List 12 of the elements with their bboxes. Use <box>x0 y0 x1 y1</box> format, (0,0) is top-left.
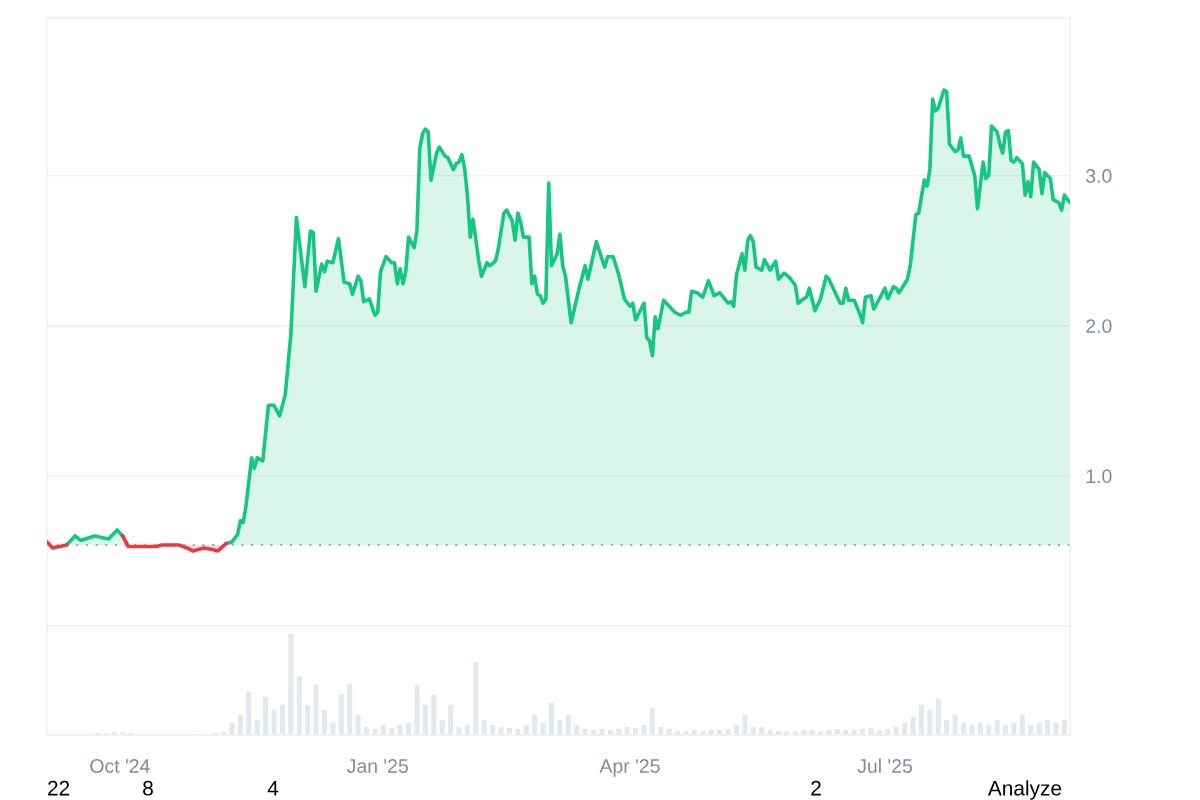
y-tick-label: 1.0 <box>1086 469 1112 484</box>
text: 22 <box>48 780 70 796</box>
x-tick-label: Jul '25 <box>857 758 912 773</box>
text: 8 <box>143 780 153 796</box>
text: Analyze <box>987 780 1062 800</box>
text: 4 <box>267 781 279 796</box>
x-tick-label: Oct '24 <box>90 759 150 773</box>
x-tick-label: Apr '25 <box>599 759 660 777</box>
text: 2 <box>811 780 821 796</box>
y-tick-label: 3.0 <box>1086 169 1112 183</box>
y-tick-label: 2.0 <box>1086 319 1112 333</box>
x-tick-label: Jan '25 <box>346 759 408 773</box>
